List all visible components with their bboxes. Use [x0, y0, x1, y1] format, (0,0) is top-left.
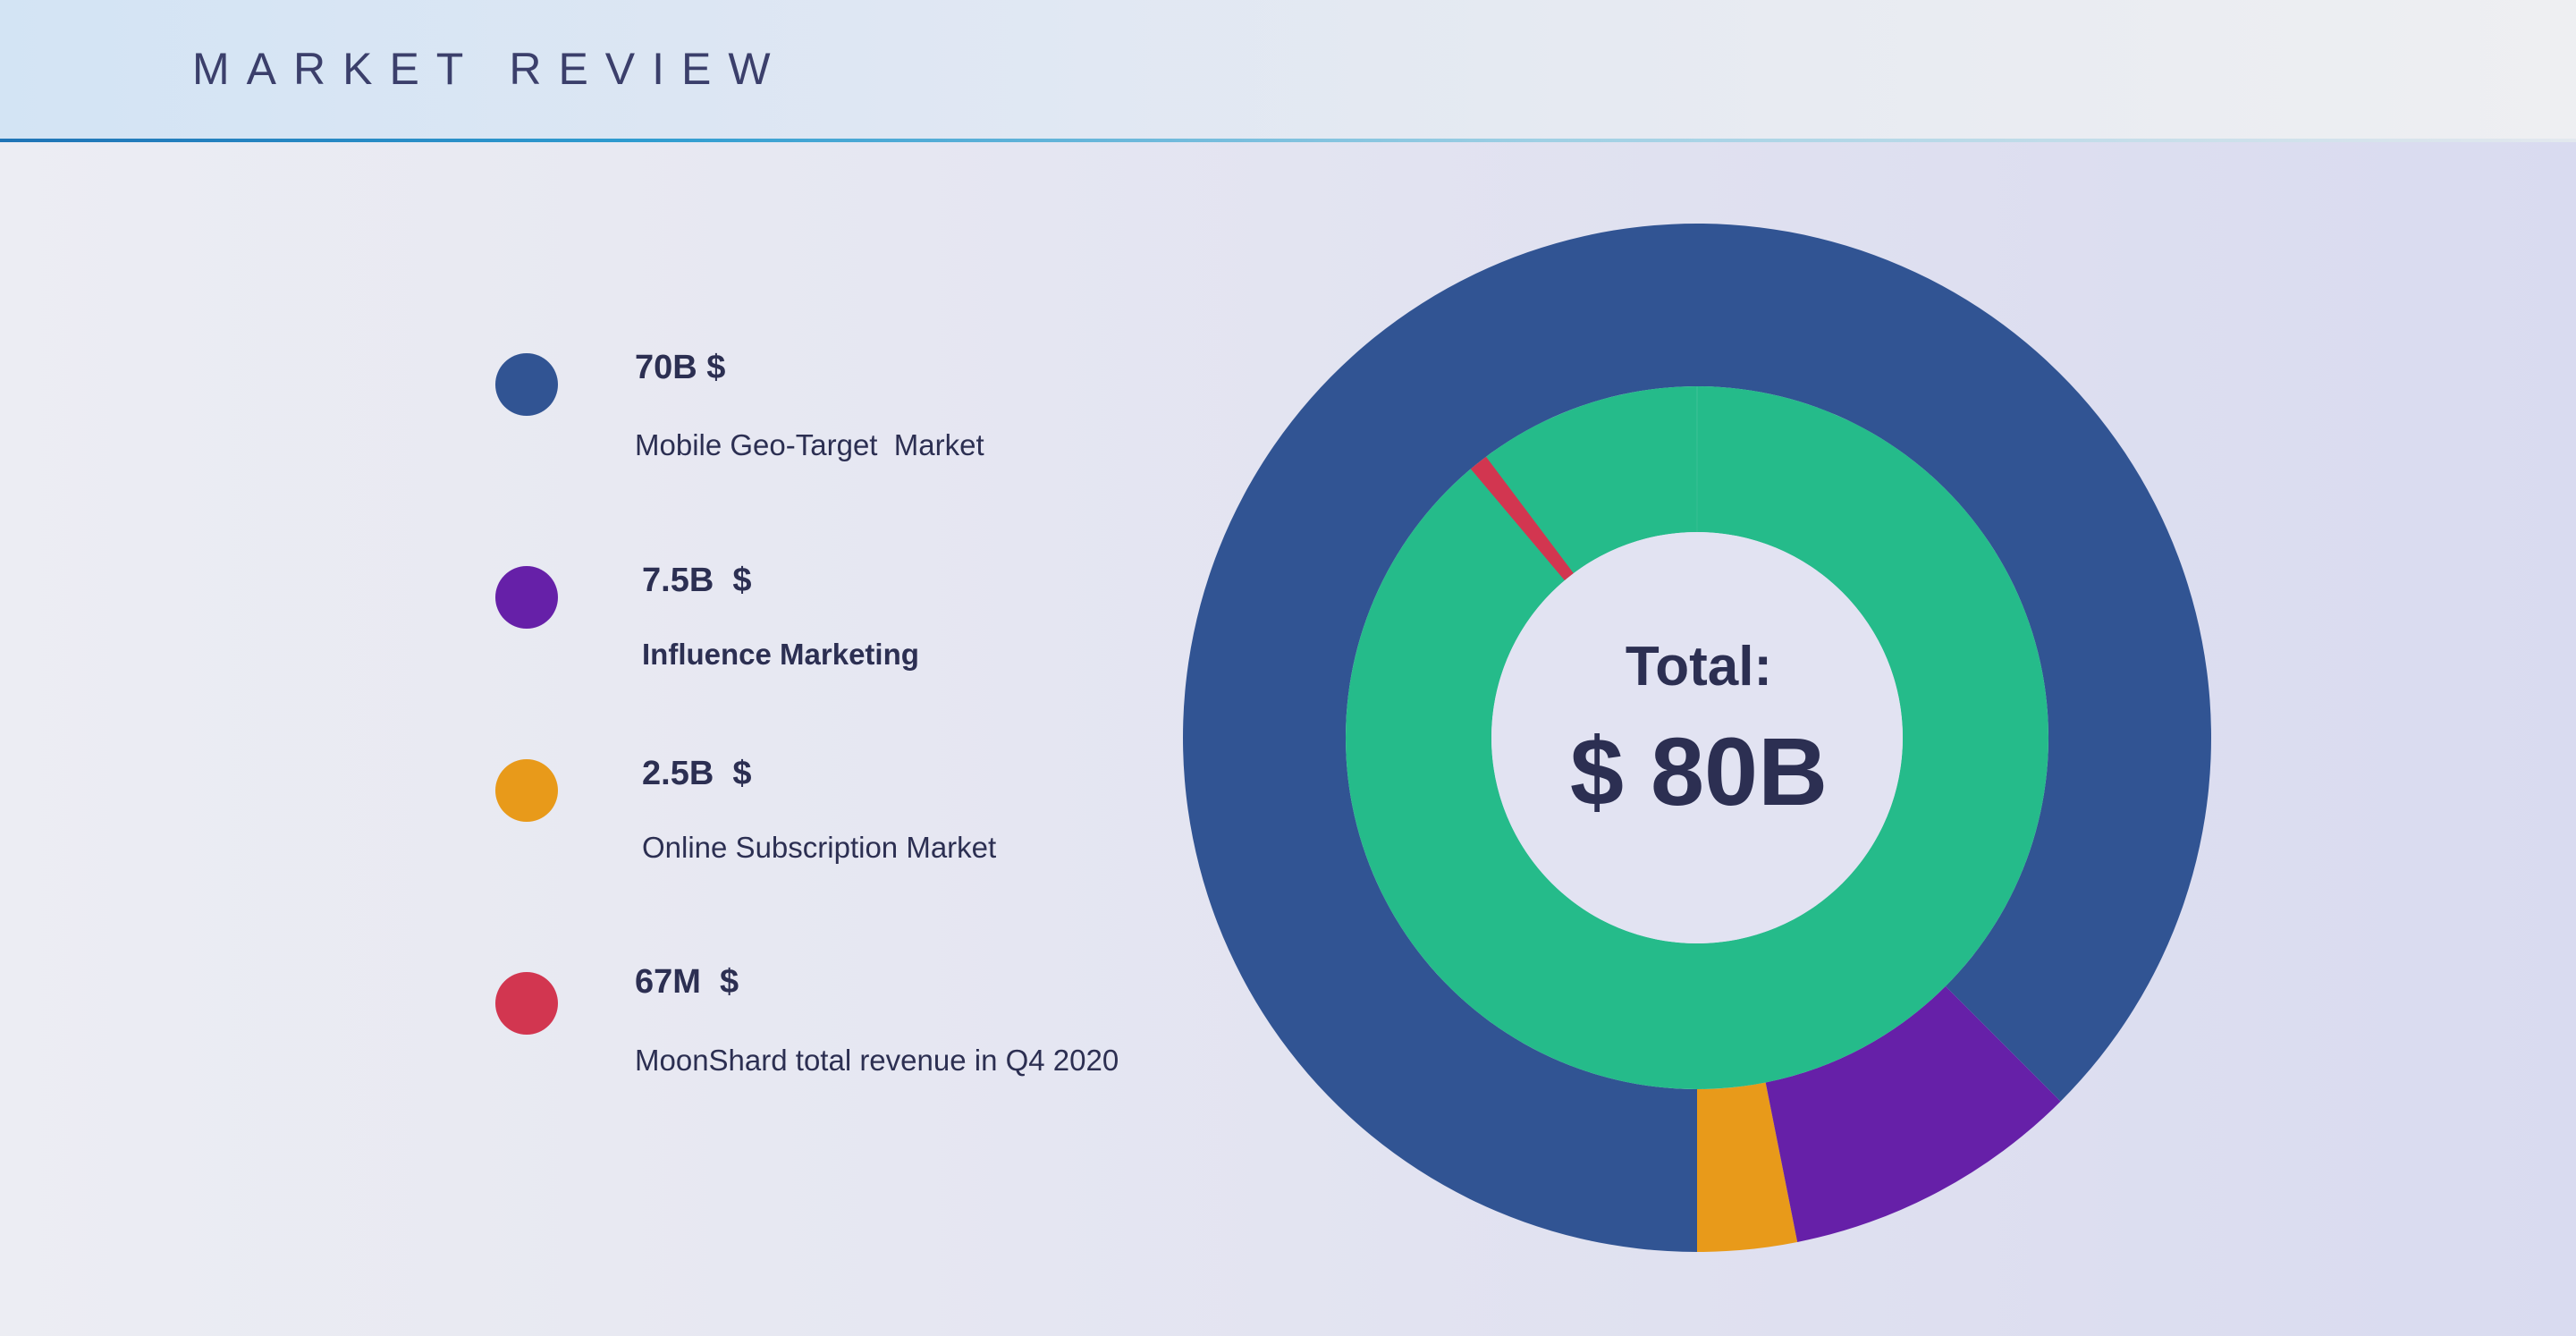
- outer-ring: [1183, 224, 2212, 1252]
- legend-item-mobile-geo-target: 70B $ Mobile Geo-Target Market: [0, 349, 1162, 461]
- legend-label: Online Subscription Market: [642, 831, 997, 864]
- legend-item-moonshard-revenue: 67M $ MoonShard total revenue in Q4 2020: [0, 963, 1162, 1079]
- inner-slice-influence-marketing: [1345, 386, 2048, 1089]
- legend-value: 7.5B $: [642, 562, 752, 599]
- legend-swatch: [495, 566, 558, 629]
- legend-value: 70B $: [635, 349, 726, 386]
- outer-slice-influence-marketing: [1765, 985, 2061, 1242]
- legend-item-online-subscription: 2.5B $ Online Subscription Market: [0, 755, 1162, 867]
- legend-label: MoonShard total revenue in Q4 2020: [635, 1044, 1119, 1077]
- legend-swatch: [495, 759, 558, 822]
- header-bar: MARKET REVIEW: [0, 0, 2576, 140]
- inner-ring: [1345, 386, 2048, 1089]
- page-title: MARKET REVIEW: [192, 44, 788, 94]
- header-divider: [0, 139, 2576, 142]
- legend-label: Mobile Geo-Target Market: [635, 428, 984, 461]
- legend-swatch: [495, 972, 558, 1035]
- legend-label: Influence Marketing: [642, 638, 919, 671]
- total-label: Total:: [1625, 636, 1773, 698]
- legend-item-influence-marketing: 7.5B $ Influence Marketing: [0, 562, 1162, 673]
- legend-value: 2.5B $: [642, 755, 752, 792]
- total-value: $ 80B: [1569, 717, 1829, 825]
- outer-slice-online-subscription-market: [1697, 1082, 1798, 1252]
- legend-swatch: [495, 353, 558, 416]
- legend-value: 67M $: [635, 963, 739, 1001]
- inner-slice-moonshard-total-revenue-in-q4-2020: [1470, 456, 1574, 581]
- outer-slice-mobile-geo-target-market: [1183, 224, 2212, 1252]
- donut-center-hole: [1491, 532, 1903, 943]
